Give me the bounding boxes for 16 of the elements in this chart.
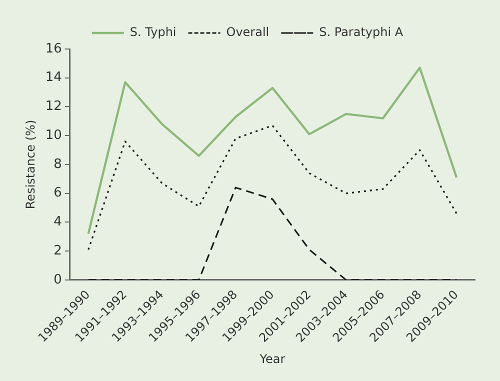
y-tick-label: 10 xyxy=(45,128,62,143)
y-tick-label: 16 xyxy=(45,41,62,56)
y-tick-label: 12 xyxy=(45,99,62,114)
y-tick-label: 6 xyxy=(54,186,62,201)
y-tick-label: 2 xyxy=(54,243,62,258)
y-tick-label: 14 xyxy=(45,70,62,86)
y-tick-label: 0 xyxy=(54,272,62,288)
line-series xyxy=(88,186,458,280)
y-tick-label: 8 xyxy=(54,156,62,172)
line-series xyxy=(88,124,458,250)
legend-label: Overall xyxy=(226,25,270,40)
legend-label: S. Typhi xyxy=(130,25,176,40)
y-axis-title: Resistance (%) xyxy=(23,120,38,210)
legend-label: S. Paratyphi A xyxy=(319,25,404,40)
y-tick-label: 4 xyxy=(54,214,62,230)
x-axis-title: Year xyxy=(258,352,286,366)
